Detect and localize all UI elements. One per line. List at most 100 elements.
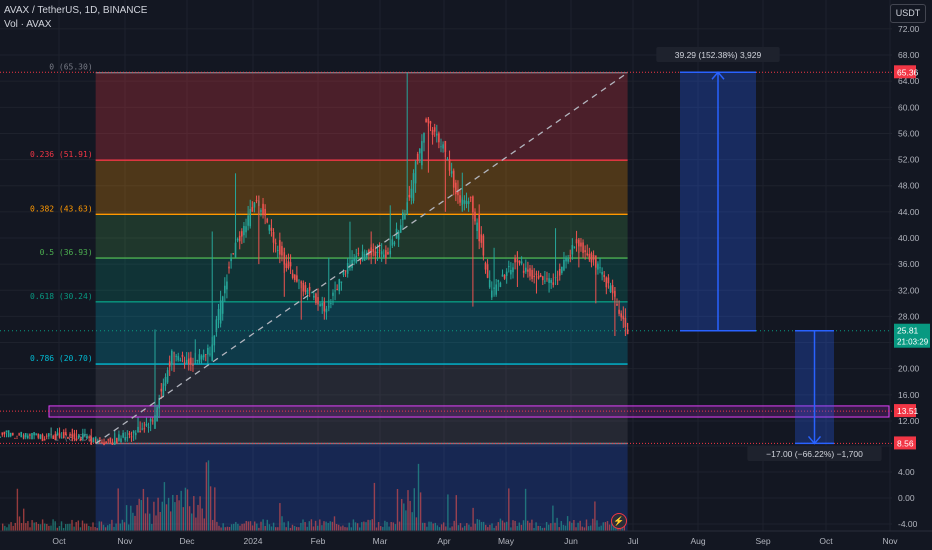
volume-bar	[81, 520, 84, 531]
volume-bar	[579, 520, 581, 531]
time-axis-tick: Oct	[52, 536, 66, 546]
volume-bar	[174, 502, 176, 531]
volume-bar	[430, 521, 432, 531]
candle-body	[293, 274, 296, 280]
candle-body	[510, 270, 512, 275]
candle-body	[58, 433, 61, 438]
candle-body	[291, 273, 294, 278]
volume-bar	[409, 500, 411, 531]
candle-body	[217, 308, 220, 320]
candle-body	[86, 435, 88, 439]
currency-button[interactable]: USDT	[890, 4, 926, 23]
candle-body	[65, 432, 67, 436]
volume-bar	[172, 494, 174, 531]
volume-bar	[109, 524, 111, 531]
volume-bar	[67, 523, 69, 531]
candle-body	[213, 335, 216, 346]
candle-body	[101, 442, 103, 444]
volume-bar	[386, 521, 388, 531]
volume-bar	[167, 497, 170, 531]
candle-body	[550, 280, 552, 283]
candle-body	[374, 251, 377, 256]
volume-bar	[56, 527, 58, 531]
volume-bar	[554, 522, 556, 531]
candle-body	[147, 426, 150, 428]
volume-bar	[96, 527, 98, 531]
volume-bar	[18, 516, 21, 531]
volume-bar	[361, 522, 363, 531]
countdown-label: 21:03:29	[897, 338, 929, 347]
volume-bar	[354, 522, 357, 531]
candle-body	[276, 250, 279, 251]
measure-down-arrowhead	[807, 435, 822, 445]
volume-bar	[138, 498, 140, 531]
candle-body	[109, 437, 112, 443]
volume-bar	[356, 523, 359, 531]
volume-bar	[592, 518, 594, 531]
volume-bar	[125, 505, 128, 531]
candle-body	[391, 239, 394, 246]
volume-bar	[50, 525, 52, 531]
price-axis-tick: 52.00	[898, 155, 920, 165]
volume-bar	[212, 519, 214, 531]
volume-bar	[102, 524, 105, 531]
candle-body	[476, 222, 478, 232]
candle-body	[279, 240, 281, 255]
candle-body	[490, 290, 493, 298]
volume-bar	[209, 486, 212, 531]
volume-bar	[333, 516, 336, 531]
candle-body	[393, 242, 396, 245]
candle-body	[272, 231, 275, 243]
volume-bar	[438, 527, 441, 531]
candle-body	[556, 279, 559, 281]
price-axis-tick: 72.00	[898, 24, 920, 34]
volume-bar	[428, 521, 430, 531]
candle-body	[179, 359, 182, 361]
volume-bar	[100, 521, 103, 531]
volume-bar	[348, 522, 350, 531]
lightning-icon[interactable]: ⚡	[611, 513, 627, 529]
candle-body	[503, 275, 506, 279]
volume-bar	[539, 526, 541, 531]
volume-bar	[132, 512, 134, 531]
candle-body	[378, 249, 381, 251]
volume-bar	[573, 519, 575, 531]
candle-body	[247, 215, 249, 226]
volume-bar	[16, 488, 19, 531]
candle-body	[170, 350, 173, 364]
volume-bar	[487, 527, 489, 531]
candle-body	[251, 207, 254, 212]
volume-bar	[543, 527, 546, 531]
candle-body	[105, 441, 107, 444]
volume-bar	[535, 522, 537, 531]
volume-bar	[587, 526, 590, 531]
volume-bar	[317, 525, 319, 531]
volume-bar	[325, 521, 327, 531]
volume-bar	[472, 507, 474, 531]
candle-body	[260, 210, 262, 212]
volume-bar	[245, 520, 247, 531]
candle-body	[605, 277, 608, 288]
candle-body	[410, 188, 413, 198]
volume-bar	[188, 506, 191, 531]
candle-body	[14, 437, 16, 439]
volume-bar	[94, 527, 96, 531]
volume-bar	[123, 522, 126, 531]
candle-body	[342, 271, 345, 276]
volume-bar	[98, 521, 100, 531]
volume-bar	[342, 525, 344, 531]
candle-body	[338, 279, 341, 292]
fib-band	[95, 258, 628, 302]
candle-body	[376, 251, 379, 253]
measure-down-label-bg	[747, 446, 882, 461]
candle-body	[529, 268, 531, 277]
volume-bar	[552, 505, 554, 531]
candle-body	[363, 253, 366, 261]
volume-bar	[548, 524, 550, 531]
candle-body	[226, 281, 228, 290]
measure-up-label-bg	[656, 47, 780, 62]
candle-body	[344, 270, 347, 272]
candle-body	[618, 309, 620, 314]
candle-body	[67, 437, 69, 439]
